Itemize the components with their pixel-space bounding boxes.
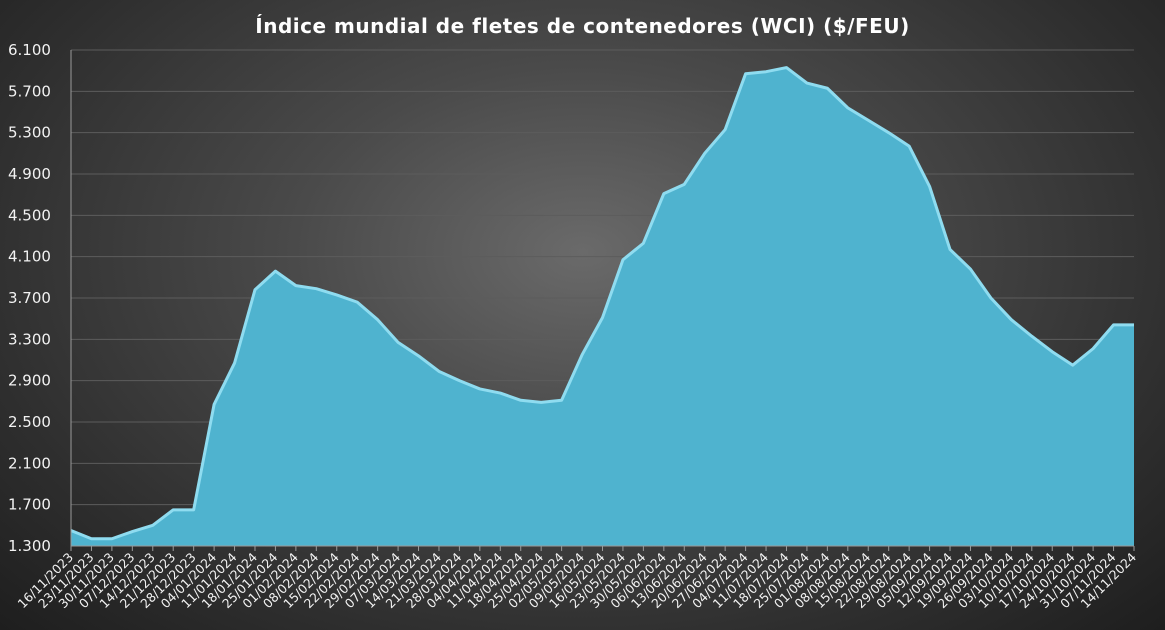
data-point-46 [1010,318,1013,321]
area-layer [70,66,1136,547]
data-point-24 [560,399,563,402]
y-tick-label-6: 3.700 [8,289,51,307]
data-point-31 [703,152,706,155]
data-point-43 [949,248,952,251]
y-tick-label-12: 6.100 [8,41,51,59]
x-tick-labels: 16/11/202323/11/202330/11/202307/12/2023… [15,549,1140,611]
y-tick-label-8: 4.500 [8,206,51,224]
data-point-36 [805,82,808,85]
data-point-7 [213,403,216,406]
data-point-45 [989,297,992,300]
data-point-28 [642,242,645,245]
data-point-41 [908,145,911,148]
data-point-34 [765,70,768,73]
data-point-9 [253,288,256,291]
data-point-6 [192,508,195,511]
chart-title: Índice mundial de fletes de contenedores… [255,14,910,38]
y-tick-label-1: 1.700 [8,496,51,514]
y-tick-label-0: 1.300 [8,537,51,555]
data-point-32 [724,128,727,131]
y-tick-label-9: 4.900 [8,165,51,183]
data-point-44 [969,268,972,271]
data-point-52 [1133,323,1136,326]
series-edge-line [70,66,1134,541]
data-point-2 [110,537,113,540]
series-area [71,67,1134,547]
data-point-38 [846,106,849,109]
data-point-23 [540,401,543,404]
data-point-25 [581,353,584,356]
data-point-8 [233,362,236,365]
data-point-16 [397,341,400,344]
data-point-47 [1030,335,1033,338]
y-tick-label-2: 2.100 [8,454,51,472]
data-point-11 [294,284,297,287]
data-point-39 [867,119,870,122]
data-point-40 [887,131,890,134]
data-point-10 [274,270,277,273]
data-point-15 [376,318,379,321]
y-tick-label-3: 2.500 [8,413,51,431]
data-point-3 [131,530,134,533]
data-point-51 [1112,323,1115,326]
data-point-14 [356,301,359,304]
data-point-12 [315,287,318,290]
axis-layer [70,50,1135,551]
data-point-29 [662,192,665,195]
data-point-26 [601,316,604,319]
data-point-48 [1051,350,1054,353]
data-point-13 [335,293,338,296]
data-point-18 [437,370,440,373]
data-point-19 [458,379,461,382]
data-point-4 [151,524,154,527]
data-point-49 [1071,364,1074,367]
data-point-20 [478,387,481,390]
data-point-35 [785,66,788,69]
data-point-21 [499,392,502,395]
data-point-42 [928,185,931,188]
data-point-33 [744,72,747,75]
y-tick-label-7: 4.100 [8,248,51,266]
y-tick-label-11: 5.700 [8,82,51,100]
data-point-27 [621,258,624,261]
data-point-37 [826,87,829,90]
data-point-50 [1092,347,1095,350]
y-tick-label-10: 5.300 [8,124,51,142]
y-tick-labels: 1.300 1.700 2.100 2.500 2.900 3.300 3.700 4.100… [8,41,51,555]
data-point-17 [417,354,420,357]
data-point-5 [172,508,175,511]
data-point-30 [683,183,686,186]
y-tick-label-4: 2.900 [8,372,51,390]
data-point-1 [90,537,93,540]
y-tick-label-5: 3.300 [8,330,51,348]
data-point-22 [519,399,522,402]
